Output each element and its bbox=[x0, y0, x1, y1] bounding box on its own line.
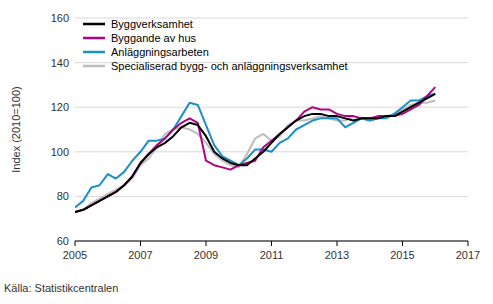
x-tick-label: 2005 bbox=[63, 249, 87, 261]
x-tick bbox=[75, 241, 76, 246]
legend-swatch bbox=[83, 23, 105, 26]
grid-line bbox=[75, 196, 468, 197]
x-tick-label: 2007 bbox=[128, 249, 152, 261]
y-axis-label: Index (2010=100) bbox=[10, 86, 22, 173]
x-tick-label: 2017 bbox=[456, 249, 480, 261]
y-tick-label: 160 bbox=[51, 12, 69, 24]
legend-label: Anläggningsarbeten bbox=[111, 46, 209, 58]
legend-label: Byggverksamhet bbox=[111, 18, 193, 30]
legend-swatch bbox=[83, 51, 105, 54]
y-tick-label: 140 bbox=[51, 57, 69, 69]
x-tick bbox=[402, 241, 403, 246]
y-tick-label: 80 bbox=[57, 190, 69, 202]
x-tick-label: 2015 bbox=[390, 249, 414, 261]
legend-label: Specialiserad bygg- och anläggningsverks… bbox=[111, 60, 348, 72]
plot-area bbox=[75, 87, 435, 212]
x-tick-label: 2013 bbox=[325, 249, 349, 261]
series-line bbox=[75, 87, 435, 212]
series-line bbox=[75, 94, 435, 208]
x-tick bbox=[271, 241, 272, 246]
x-tick bbox=[468, 241, 469, 246]
series-line bbox=[75, 94, 435, 212]
y-tick-label: 120 bbox=[51, 101, 69, 113]
source: Källa: Statistikcentralen bbox=[4, 282, 118, 294]
x-tick bbox=[140, 241, 141, 246]
y-tick-label: 100 bbox=[51, 146, 69, 158]
chart: 60 80 100 120 140 160 2005 2007 2009 2011 2013 2015… bbox=[0, 0, 493, 304]
legend-swatch bbox=[83, 65, 105, 68]
y-tick-label: 60 bbox=[57, 235, 69, 247]
legend-swatch bbox=[83, 37, 105, 40]
x-tick-label: 2009 bbox=[194, 249, 218, 261]
legend-label: Byggande av hus bbox=[111, 32, 197, 44]
x-tick-label: 2011 bbox=[260, 249, 284, 261]
x-tick bbox=[337, 241, 338, 246]
x-tick bbox=[206, 241, 207, 246]
